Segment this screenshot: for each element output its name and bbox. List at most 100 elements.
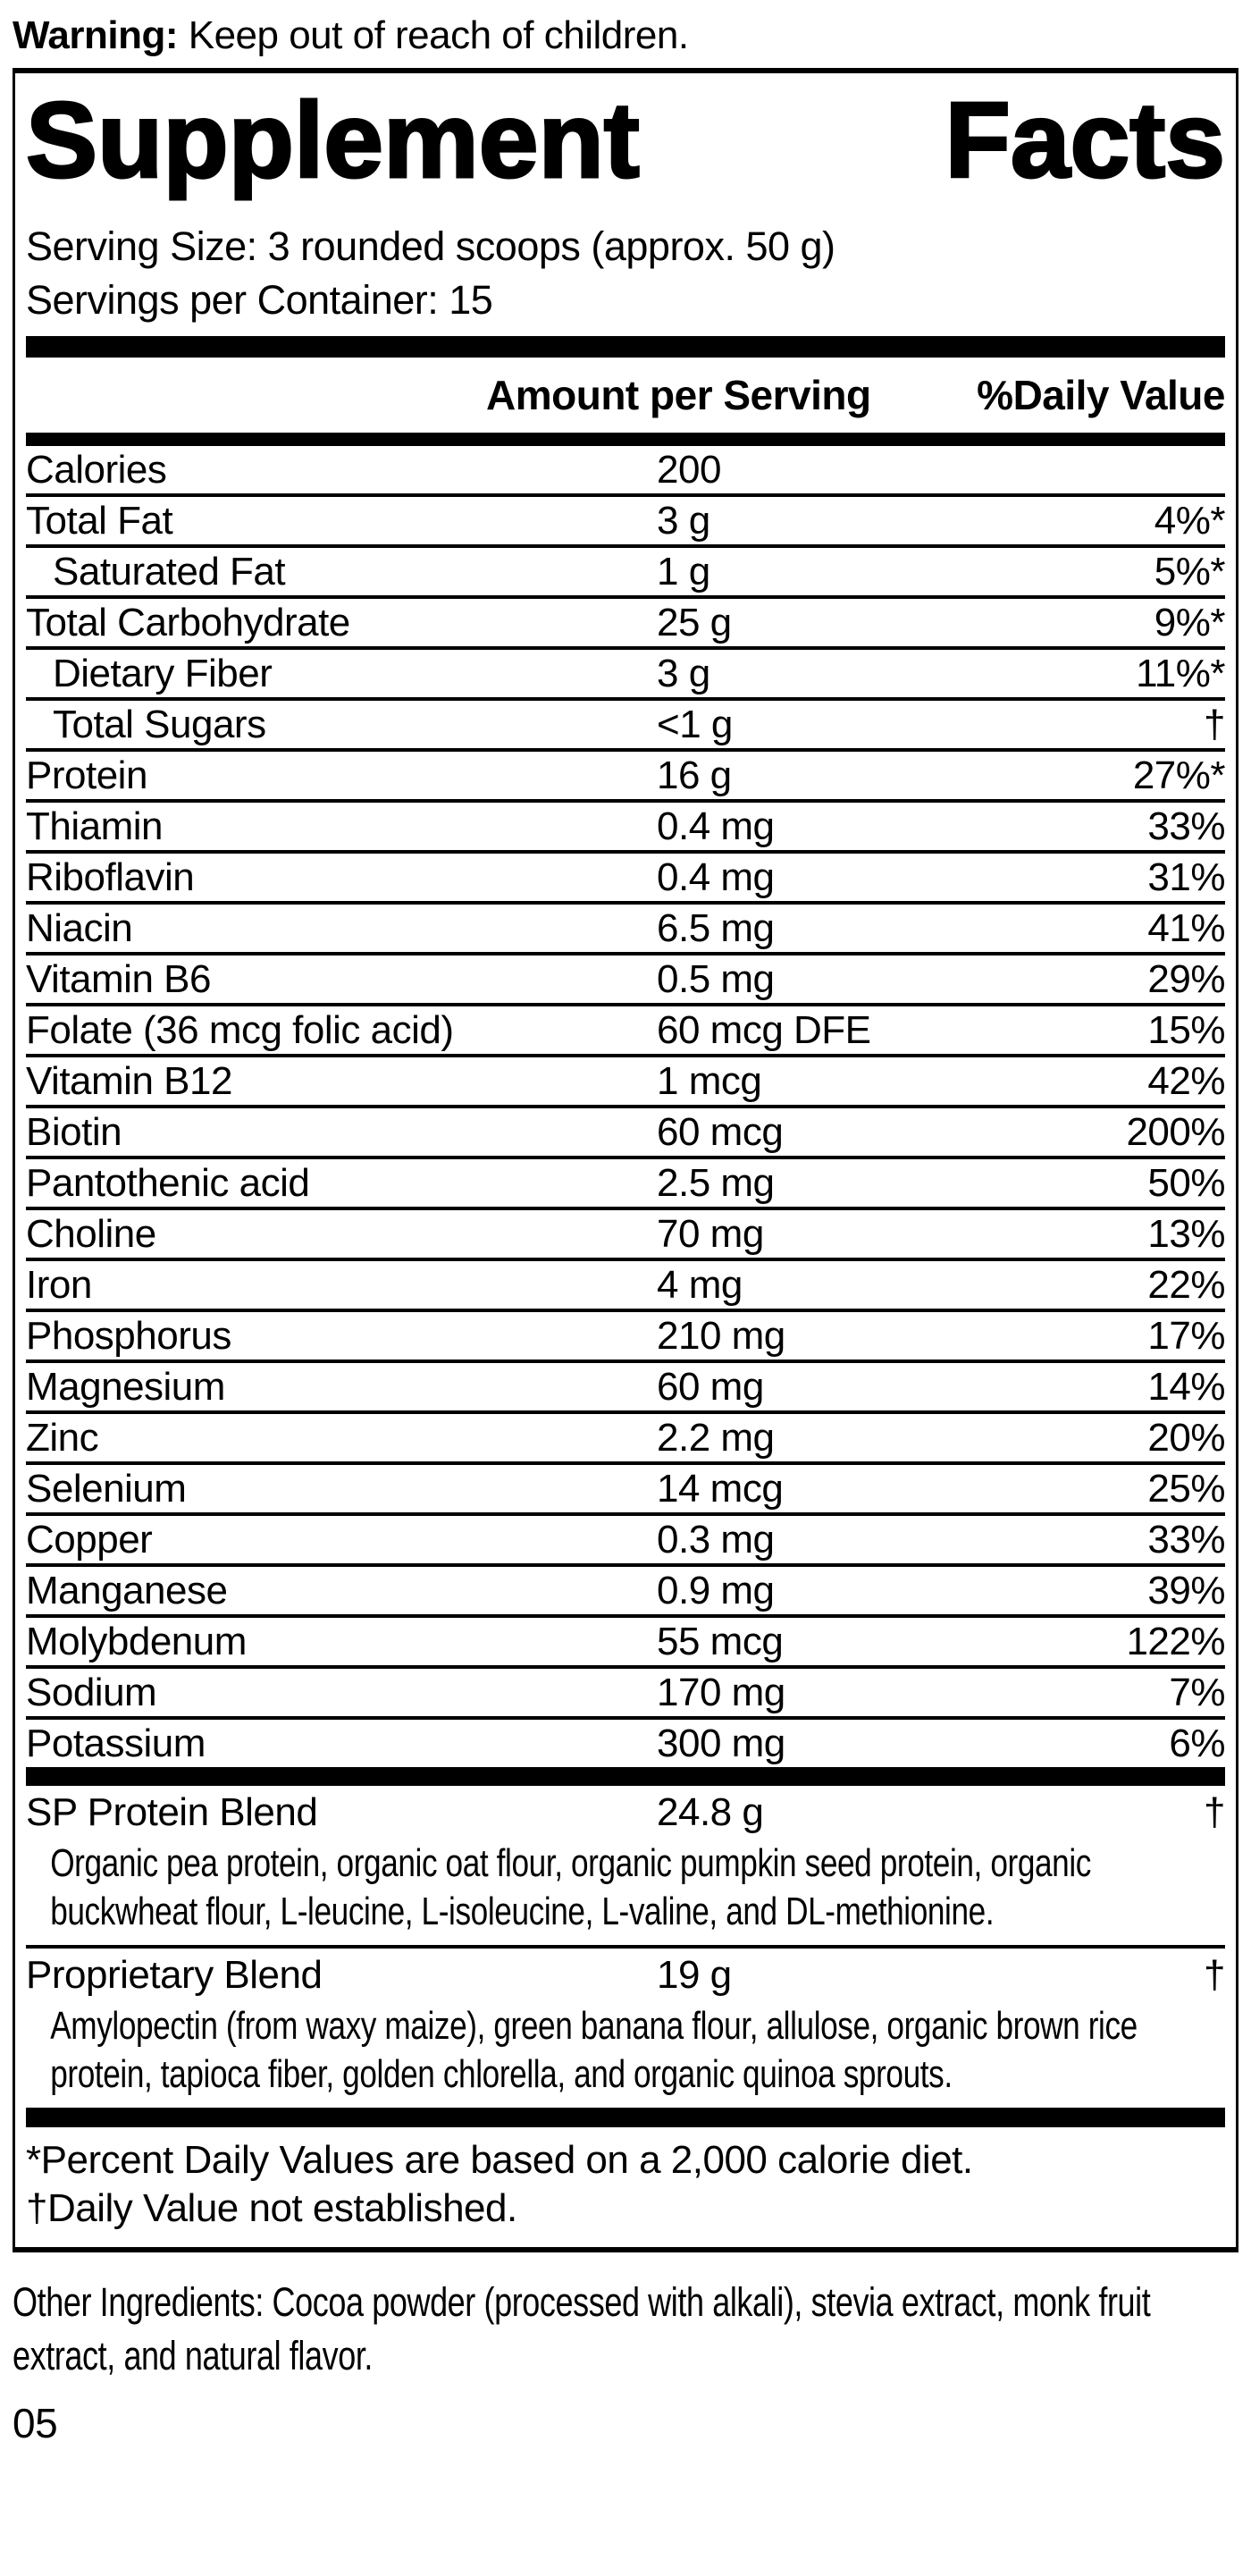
footnote-daily-values: *Percent Daily Values are based on a 2,0… xyxy=(26,2138,973,2182)
nutrient-row: Vitamin B6 0.5 mg 29% xyxy=(26,955,1225,1006)
nutrient-amount: 0.9 mg xyxy=(657,1568,775,1612)
nutrient-label: Biotin xyxy=(26,1109,122,1154)
nutrient-daily-value: 14% xyxy=(1147,1364,1225,1409)
nutrient-label: Iron xyxy=(26,1262,92,1307)
daily-value-column-header: %Daily Value xyxy=(977,372,1225,418)
nutrient-amount: 70 mg xyxy=(657,1211,764,1256)
blend-label: Proprietary Blend xyxy=(26,1953,323,1997)
nutrient-daily-value: 20% xyxy=(1147,1415,1225,1460)
nutrient-daily-value: 9%* xyxy=(1154,600,1226,644)
panel-title-word-2: Facts xyxy=(944,80,1226,200)
nutrient-amount: 3 g xyxy=(657,498,710,543)
nutrient-label: Phosphorus xyxy=(26,1313,231,1358)
nutrient-amount: 3 g xyxy=(657,651,710,695)
nutrient-row: Thiamin 0.4 mg 33% xyxy=(26,803,1225,854)
nutrient-label: Folate (36 mcg folic acid) xyxy=(26,1007,454,1052)
nutrient-amount: 170 mg xyxy=(657,1670,785,1714)
nutrient-row: Folate (36 mcg folic acid) 60 mcg DFE 15… xyxy=(26,1006,1225,1057)
nutrient-label: Total Sugars xyxy=(53,702,266,746)
nutrient-amount: 0.4 mg xyxy=(657,854,775,899)
nutrient-amount: 25 g xyxy=(657,600,732,644)
nutrient-daily-value: 5%* xyxy=(1154,549,1226,593)
nutrient-amount: 16 g xyxy=(657,753,732,797)
blend-row: SP Protein Blend 24.8 g † xyxy=(26,1786,1225,1839)
nutrient-daily-value: 41% xyxy=(1147,905,1225,950)
nutrient-row: Phosphorus 210 mg 17% xyxy=(26,1312,1225,1363)
header-divider xyxy=(26,433,1225,446)
footnotes: *Percent Daily Values are based on a 2,0… xyxy=(26,2127,1225,2247)
warning-text: Warning: Keep out of reach of children. xyxy=(13,13,1238,59)
blend-description: Amylopectin (from waxy maize), green ban… xyxy=(50,2004,1138,2096)
nutrient-row: Calories 200 xyxy=(26,446,1225,497)
blend-daily-value: † xyxy=(1204,1953,1225,1997)
nutrient-row: Potassium 300 mg 6% xyxy=(26,1720,1225,1771)
panel-title: Supplement Facts xyxy=(25,80,1227,200)
nutrient-row: Vitamin B12 1 mcg 42% xyxy=(26,1057,1225,1108)
nutrient-row: Saturated Fat 1 g 5%* xyxy=(26,548,1226,599)
nutrient-label: Protein xyxy=(26,753,147,797)
nutrient-amount: 60 mg xyxy=(657,1364,764,1409)
nutrient-amount: 210 mg xyxy=(657,1313,785,1358)
nutrient-daily-value: 42% xyxy=(1147,1058,1225,1103)
nutrient-row: Magnesium 60 mg 14% xyxy=(26,1363,1225,1414)
nutrient-label: Vitamin B6 xyxy=(26,956,211,1001)
nutrient-amount: <1 g xyxy=(657,702,733,746)
nutrient-amount: 0.4 mg xyxy=(657,804,775,848)
serving-size: Serving Size: 3 rounded scoops (approx. … xyxy=(26,223,835,269)
blend-row: Proprietary Blend 19 g † xyxy=(26,1949,1225,2002)
nutrient-amount: 55 mcg xyxy=(657,1619,784,1663)
nutrient-daily-value: 39% xyxy=(1147,1568,1225,1612)
nutrient-row: Zinc 2.2 mg 20% xyxy=(26,1414,1225,1465)
thick-divider-top xyxy=(26,336,1225,358)
nutrient-row: Niacin 6.5 mg 41% xyxy=(26,905,1225,955)
nutrient-label: Calories xyxy=(26,447,167,492)
nutrient-row: Copper 0.3 mg 33% xyxy=(26,1516,1225,1567)
nutrient-daily-value: † xyxy=(1204,702,1225,746)
nutrient-label: Total Fat xyxy=(26,498,173,543)
nutrient-row: Choline 70 mg 13% xyxy=(26,1210,1225,1261)
nutrient-label: Saturated Fat xyxy=(53,549,286,593)
nutrient-label: Selenium xyxy=(26,1466,187,1511)
nutrient-label: Niacin xyxy=(26,905,133,950)
nutrient-daily-value: 22% xyxy=(1147,1262,1225,1307)
nutrient-daily-value: 122% xyxy=(1126,1619,1225,1663)
nutrient-row: Sodium 170 mg 7% xyxy=(26,1669,1225,1720)
other-ingredients: Other Ingredients: Cocoa powder (process… xyxy=(13,2279,1151,2378)
blend-amount: 24.8 g xyxy=(657,1790,764,1834)
nutrient-label: Thiamin xyxy=(26,804,164,848)
nutrient-amount: 0.5 mg xyxy=(657,956,775,1001)
blend-section: SP Protein Blend 24.8 g † Organic pea pr… xyxy=(26,1786,1225,1949)
nutrient-amount: 2.5 mg xyxy=(657,1160,775,1205)
nutrient-label: Total Carbohydrate xyxy=(26,600,350,644)
nutrient-amount: 1 g xyxy=(657,549,710,593)
amount-column-header: Amount per Serving xyxy=(486,372,871,418)
nutrient-daily-value: 25% xyxy=(1147,1466,1225,1511)
blend-section: Proprietary Blend 19 g † Amylopectin (fr… xyxy=(26,1949,1225,2108)
blend-amount: 19 g xyxy=(657,1953,732,1997)
nutrient-daily-value: 13% xyxy=(1147,1211,1225,1256)
nutrient-daily-value: 200% xyxy=(1126,1109,1225,1154)
supplement-facts-panel: Supplement Facts Serving Size: 3 rounded… xyxy=(13,68,1238,2252)
nutrient-amount: 60 mcg xyxy=(657,1109,784,1154)
nutrient-daily-value: 4%* xyxy=(1154,498,1226,543)
nutrient-daily-value: 50% xyxy=(1147,1160,1225,1205)
nutrient-label: Molybdenum xyxy=(26,1619,247,1663)
nutrient-amount: 2.2 mg xyxy=(657,1415,775,1460)
blend-sections: SP Protein Blend 24.8 g † Organic pea pr… xyxy=(26,1786,1225,2108)
nutrient-label: Manganese xyxy=(26,1568,228,1612)
nutrient-daily-value: 6% xyxy=(1169,1721,1225,1765)
nutrient-daily-value: 33% xyxy=(1147,1517,1225,1562)
nutrient-label: Potassium xyxy=(26,1721,206,1765)
nutrient-row: Total Carbohydrate 25 g 9%* xyxy=(26,599,1226,650)
nutrient-label: Magnesium xyxy=(26,1364,225,1409)
nutrient-label: Sodium xyxy=(26,1670,157,1714)
nutrient-daily-value: 27%* xyxy=(1132,753,1226,797)
nutrient-amount: 0.3 mg xyxy=(657,1517,775,1562)
nutrient-label: Choline xyxy=(26,1211,156,1256)
nutrient-daily-value: 31% xyxy=(1147,854,1225,899)
nutrient-row: Selenium 14 mcg 25% xyxy=(26,1465,1225,1516)
nutrient-daily-value: 33% xyxy=(1147,804,1225,848)
nutrient-amount: 6.5 mg xyxy=(657,905,775,950)
blend-label: SP Protein Blend xyxy=(26,1790,318,1834)
nutrient-daily-value: 11%* xyxy=(1136,651,1225,695)
